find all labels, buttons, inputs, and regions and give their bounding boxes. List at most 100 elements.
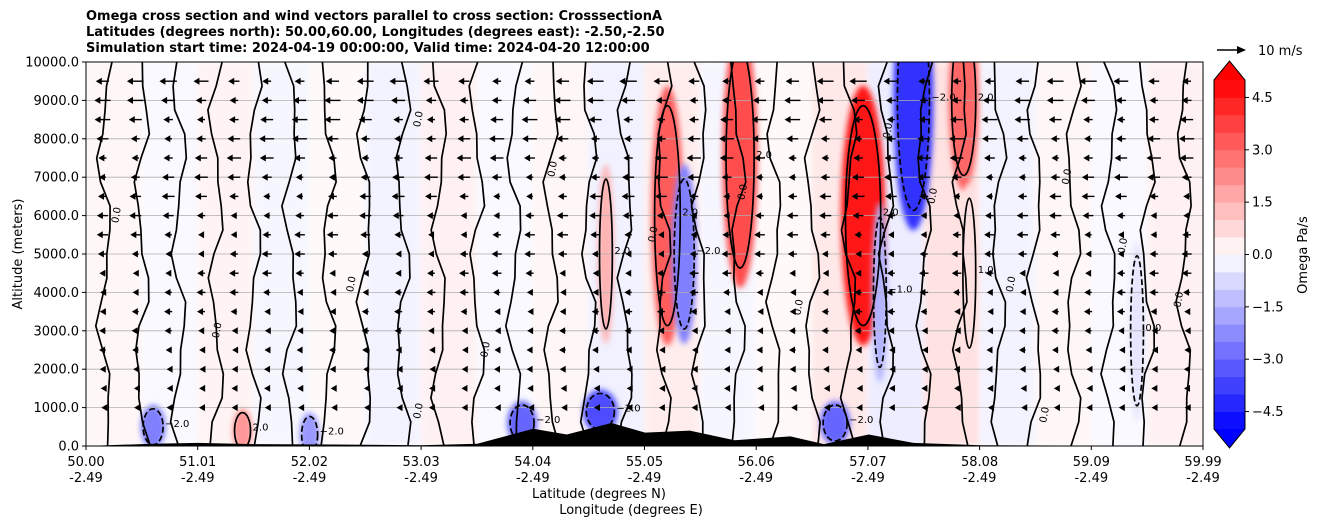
wind-vector-head: [524, 250, 531, 258]
wind-vector-head: [194, 173, 201, 181]
wind-vector-head: [526, 365, 533, 373]
wind-vector-head: [1020, 384, 1027, 392]
wind-vector-head: [164, 327, 171, 335]
wind-vector-head: [392, 173, 399, 181]
y-tick-label: 10000.0: [25, 56, 79, 71]
colorbar-segment: [1214, 341, 1245, 360]
wind-vector-head: [626, 384, 633, 392]
wind-vector-head: [193, 77, 200, 85]
zero-contour: [1025, 62, 1042, 446]
wind-vector-head: [784, 96, 791, 104]
wind-vector-head: [689, 192, 696, 200]
zero-contour: [1138, 62, 1156, 446]
wind-vector-head: [394, 308, 401, 316]
wind-vector-head: [724, 404, 731, 412]
wind-vector-head: [131, 327, 138, 335]
wind-vector-head: [427, 250, 434, 258]
wind-vector-head: [196, 212, 203, 220]
chart-title-line-3: Simulation start time: 2024-04-19 00:00:…: [86, 41, 650, 56]
wind-vector-head: [658, 404, 665, 412]
wind-vector-head: [162, 212, 169, 220]
x-tick-label-longitude: -2.49: [1186, 471, 1220, 486]
wind-vector-head: [1118, 404, 1125, 412]
wind-vector-head: [393, 116, 400, 124]
wind-vector-head: [391, 192, 398, 200]
wind-vector-head: [887, 250, 894, 258]
wind-vector-head: [591, 250, 598, 258]
colorbar-label: Omega Pa/s: [1296, 216, 1311, 294]
wind-vector-head: [786, 135, 793, 143]
zero-contour: [616, 62, 633, 446]
wind-vector-head: [953, 365, 960, 373]
wind-vector-head: [689, 269, 696, 277]
negative-omega-contour: [872, 216, 888, 369]
colorbar-segment: [1214, 411, 1245, 430]
x-axis-label-latitude: Latitude (degrees N): [532, 487, 666, 502]
wind-vector-head: [395, 346, 402, 354]
wind-vector-head: [752, 96, 759, 104]
wind-vector-head: [724, 327, 731, 335]
colorbar-segment: [1214, 394, 1245, 412]
wind-vector-head: [689, 288, 696, 296]
positive-omega-contour: [233, 411, 252, 446]
wind-vector-head: [919, 96, 926, 104]
wind-vector-head: [1019, 269, 1026, 277]
wind-vector-head: [624, 288, 631, 296]
wind-vector-head: [856, 365, 863, 373]
wind-vector-head: [954, 404, 961, 412]
wind-vector-head: [1114, 173, 1121, 181]
wind-vector-head: [196, 116, 203, 124]
wind-vector-head: [159, 77, 166, 85]
wind-vector-head: [99, 346, 106, 354]
wind-vector-head: [954, 308, 961, 316]
wind-vector-head: [624, 308, 631, 316]
contour-label: −2.0: [696, 246, 720, 257]
wind-vector-head: [785, 77, 792, 85]
x-tick-label-latitude: 53.03: [402, 455, 439, 470]
wind-vector-head: [1179, 116, 1186, 124]
wind-vector-head: [1183, 365, 1190, 373]
wind-vector-head: [489, 154, 496, 162]
wind-vector-head: [133, 384, 140, 392]
wind-vector-head: [852, 212, 859, 220]
wind-vector-head: [722, 231, 729, 239]
wind-vector-head: [690, 212, 697, 220]
wind-vector-head: [424, 173, 431, 181]
wind-vector-head: [886, 288, 893, 296]
contour-label: 0.0: [1061, 168, 1075, 186]
wind-vector-head: [132, 288, 139, 296]
wind-vector-head: [427, 269, 434, 277]
wind-vector-head: [1119, 346, 1126, 354]
wind-vector-head: [756, 365, 763, 373]
wind-vector-head: [1086, 365, 1093, 373]
wind-vector-head: [427, 308, 434, 316]
contour-label: 0.0: [412, 110, 426, 128]
contour-label: −2.0: [931, 92, 955, 103]
wind-vector-head: [855, 346, 862, 354]
wind-vector-head: [816, 77, 823, 85]
wind-vector-head: [1181, 173, 1188, 181]
wind-vector-head: [425, 192, 432, 200]
wind-vector-head: [259, 135, 266, 143]
wind-vector-head: [295, 212, 302, 220]
wind-vector-head: [356, 77, 363, 85]
wind-vector-head: [264, 346, 271, 354]
wind-vector-head: [556, 135, 563, 143]
wind-vector-head: [94, 96, 101, 104]
wind-vector-head: [789, 365, 796, 373]
wind-vector-head: [428, 231, 435, 239]
wind-vector-head: [986, 192, 993, 200]
positive-omega-contour: [598, 178, 614, 330]
wind-vector-head: [757, 308, 764, 316]
wind-vector-head: [886, 269, 893, 277]
wind-vector-head: [656, 116, 663, 124]
wind-vector-head: [1118, 327, 1125, 335]
colorbar-extend-min: [1214, 429, 1245, 448]
wind-vector-head: [1019, 365, 1026, 373]
wind-vector-head: [1018, 154, 1025, 162]
wind-vector-head: [1148, 77, 1155, 85]
wind-vector-head: [1083, 116, 1090, 124]
wind-vector-head: [491, 269, 498, 277]
x-tick-label-longitude: -2.49: [516, 471, 550, 486]
wind-vector-head: [229, 288, 236, 296]
